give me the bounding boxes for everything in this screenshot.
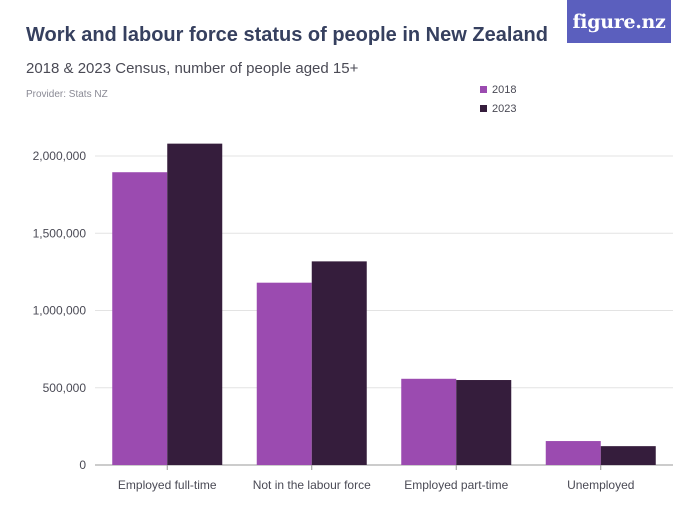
chart-subtitle: 2018 & 2023 Census, number of people age…: [26, 60, 359, 77]
logo-text: figure.nz: [572, 10, 666, 33]
chart-legend: 2018 2023: [480, 80, 516, 118]
y-tick-label: 0: [79, 458, 86, 472]
chart-title: Work and labour force status of people i…: [26, 24, 548, 46]
bar-2018-2: [256, 282, 312, 465]
bar-2018-3: [401, 378, 457, 465]
legend-item-2023: 2023: [480, 99, 516, 118]
bar-2023-2: [311, 261, 367, 465]
bar-2023-3: [456, 380, 512, 465]
y-tick-label: 1,500,000: [33, 226, 87, 240]
legend-swatch-2023: [480, 105, 487, 112]
bar-2023-4: [600, 446, 656, 465]
y-tick-label: 500,000: [43, 381, 87, 395]
bar-2023-1: [167, 143, 223, 465]
bar-2018-1: [112, 172, 168, 465]
x-tick-label: Employed part-time: [404, 478, 508, 492]
y-tick-label: 2,000,000: [33, 149, 87, 163]
legend-label-2018: 2018: [492, 83, 517, 96]
legend-label-2023: 2023: [492, 102, 517, 115]
data-provider: Provider: Stats NZ: [26, 89, 108, 100]
x-tick-label: Unemployed: [567, 478, 634, 492]
figure-nz-logo[interactable]: figure.nz: [567, 0, 671, 43]
x-tick-label: Not in the labour force: [253, 478, 371, 492]
x-tick-label: Employed full-time: [118, 478, 217, 492]
legend-item-2018: 2018: [480, 80, 516, 99]
y-tick-label: 1,000,000: [33, 304, 87, 318]
bar-2018-4: [545, 441, 601, 465]
legend-swatch-2018: [480, 86, 487, 93]
